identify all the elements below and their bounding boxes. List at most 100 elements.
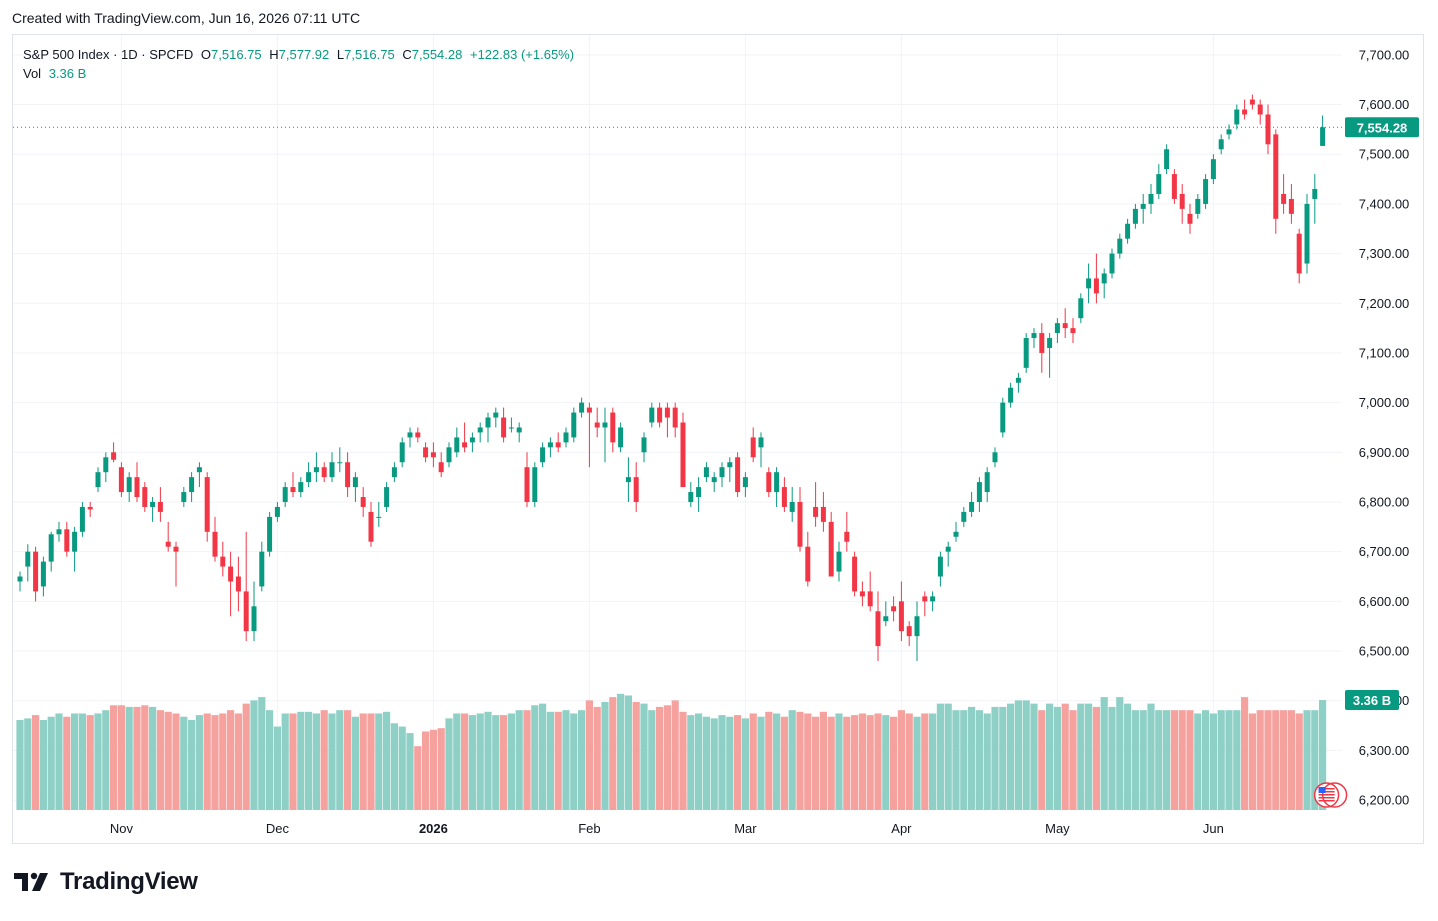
volume-bar <box>1311 710 1319 810</box>
candle-body <box>711 477 717 483</box>
volume-bar <box>1303 710 1311 810</box>
volume-bar <box>492 715 500 810</box>
volume-row: Vol 3.36 B <box>23 64 574 83</box>
price-tick-label: 7,700.00 <box>1359 47 1410 62</box>
candle-body <box>805 546 811 582</box>
volume-bar <box>663 705 671 810</box>
candle-body <box>391 467 397 478</box>
volume-bar <box>188 720 196 810</box>
candle-body <box>922 596 928 602</box>
candle-body <box>204 477 210 532</box>
candle-body <box>274 506 280 517</box>
volume-bar <box>1124 703 1132 810</box>
candle-body <box>766 472 772 493</box>
volume-bar <box>936 703 944 810</box>
brand-name: TradingView <box>60 868 198 895</box>
candle-body <box>852 556 858 592</box>
volume-bar <box>94 713 102 810</box>
candle-body <box>103 457 109 473</box>
candle-body <box>610 412 616 443</box>
volume-bar <box>180 716 188 810</box>
volume-bar <box>55 713 63 810</box>
candle-body <box>984 472 990 493</box>
candle-body <box>1179 193 1185 209</box>
candle-body <box>282 487 288 502</box>
tradingview-logo[interactable]: TradingView <box>14 868 198 896</box>
volume-bar <box>1077 703 1085 810</box>
candle-body <box>1000 402 1006 433</box>
price-tick-label: 7,600.00 <box>1359 97 1410 112</box>
chart-frame[interactable] <box>12 34 1424 844</box>
volume-bar <box>164 711 172 810</box>
volume-value: 3.36 B <box>48 66 87 81</box>
open-label: O <box>200 47 212 62</box>
volume-bar <box>359 713 367 810</box>
candle-body <box>1078 298 1084 319</box>
candle-body <box>914 616 920 637</box>
volume-bar <box>952 710 960 810</box>
volume-bar <box>445 718 453 810</box>
candle-body <box>602 422 608 428</box>
volume-bar <box>1030 703 1038 810</box>
candle-body <box>352 477 358 488</box>
candle-body <box>290 487 296 493</box>
volume-bar <box>297 711 305 810</box>
volume-bar <box>1295 713 1303 810</box>
volume-bar <box>835 713 843 810</box>
price-tick-label: 7,200.00 <box>1359 296 1410 311</box>
volume-bar <box>523 710 531 810</box>
candle-body <box>298 482 304 493</box>
volume-bar <box>453 713 461 810</box>
volume-bar <box>211 715 219 810</box>
price-tick-label: 6,700.00 <box>1359 544 1410 559</box>
volume-bar <box>390 723 398 810</box>
volume-bar <box>312 713 320 810</box>
candle-body <box>1031 333 1037 339</box>
candle-body <box>150 501 156 507</box>
volume-bar <box>71 713 79 810</box>
volume-bar <box>1155 710 1163 810</box>
candle-body <box>1187 213 1193 224</box>
candle-body <box>1234 109 1240 125</box>
volume-bar <box>515 710 523 810</box>
volume-bar <box>640 703 648 810</box>
volume-bar <box>749 713 757 810</box>
candle-body <box>56 529 62 535</box>
candle-body <box>17 576 23 582</box>
volume-bar <box>1287 710 1295 810</box>
volume-bar <box>1014 700 1022 810</box>
volume-bar <box>16 720 24 810</box>
candle-body <box>259 551 265 587</box>
candle-body <box>384 487 390 507</box>
volume-bar <box>570 713 578 810</box>
volume-bar <box>258 697 266 810</box>
candle-body <box>1265 114 1271 145</box>
volume-bar <box>266 710 274 810</box>
candle-body <box>641 437 647 453</box>
candle-body <box>547 442 553 448</box>
volume-bar <box>991 706 999 810</box>
candle-body <box>1156 174 1162 194</box>
volume-bar <box>585 700 593 810</box>
volume-bar <box>1170 710 1178 810</box>
us-flag-icon <box>1313 782 1348 808</box>
volume-bar <box>1241 697 1249 810</box>
candle-body <box>337 462 343 464</box>
volume-bar <box>414 746 422 810</box>
volume-bar <box>944 703 952 810</box>
candle-body <box>72 531 78 552</box>
candle-body <box>594 422 600 428</box>
ohlc-row: S&P 500 Index · 1D · SPCFD O7,516.75 H7,… <box>23 45 574 64</box>
volume-bar <box>398 726 406 810</box>
time-tick-label: Dec <box>266 821 290 836</box>
volume-bar <box>507 713 515 810</box>
candle-body <box>306 472 312 483</box>
volume-bar <box>578 710 586 810</box>
candle-body <box>446 447 452 463</box>
volume-bar <box>882 715 890 810</box>
time-tick-label: 2026 <box>419 821 448 836</box>
candle-body <box>781 487 787 507</box>
candle-body <box>430 452 436 458</box>
volume-bar <box>273 726 281 810</box>
